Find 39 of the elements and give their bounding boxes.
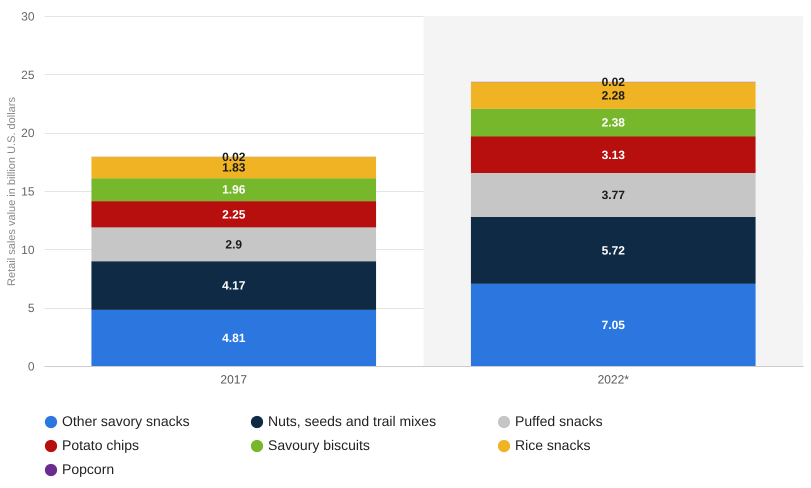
y-tick-label: 0: [28, 360, 35, 374]
data-label: 4.81: [222, 330, 246, 345]
bar: [91, 310, 376, 366]
data-label: 2.28: [602, 88, 626, 102]
legend-label: Potato chips: [62, 437, 140, 453]
y-tick-label: 10: [21, 242, 35, 257]
x-tick-label: 2017: [220, 372, 248, 386]
data-label: 1.83: [222, 160, 246, 175]
bar: [91, 227, 376, 262]
bar: [470, 136, 756, 174]
data-label: 5.72: [602, 243, 626, 258]
data-label: 4.17: [222, 278, 246, 293]
legend-label: Savoury biscuits: [268, 437, 370, 453]
bar: [91, 261, 376, 310]
data-label: 7.05: [602, 318, 626, 332]
data-label: 2.25: [222, 207, 246, 222]
legend-label: Other savory snacks: [62, 413, 190, 429]
bar: [91, 178, 376, 202]
legend-label: Popcorn: [62, 461, 114, 477]
y-tick-label: 20: [21, 126, 35, 140]
bar: [470, 217, 756, 284]
bar: [91, 201, 376, 228]
x-tick-label: 2022*: [598, 372, 630, 386]
y-tick-label: 30: [21, 10, 35, 24]
bar: [470, 108, 756, 137]
data-label: 2.38: [602, 116, 626, 130]
legend-label: Nuts, seeds and trail mixes: [268, 413, 436, 429]
bar: [470, 173, 756, 218]
data-label: 3.77: [602, 188, 626, 202]
data-label: 1.96: [222, 182, 246, 197]
y-tick-label: 5: [28, 301, 35, 316]
legend-label: Puffed snacks: [515, 413, 603, 429]
bar: [470, 284, 756, 366]
y-tick-label: 15: [21, 184, 35, 198]
data-label: 3.13: [602, 148, 626, 162]
legend-label: Rice snacks: [515, 437, 590, 453]
y-tick-label: 25: [21, 68, 35, 82]
y-axis-title: Retail sales value in billion U.S. dollars: [6, 96, 18, 286]
data-label: 2.9: [225, 237, 242, 252]
